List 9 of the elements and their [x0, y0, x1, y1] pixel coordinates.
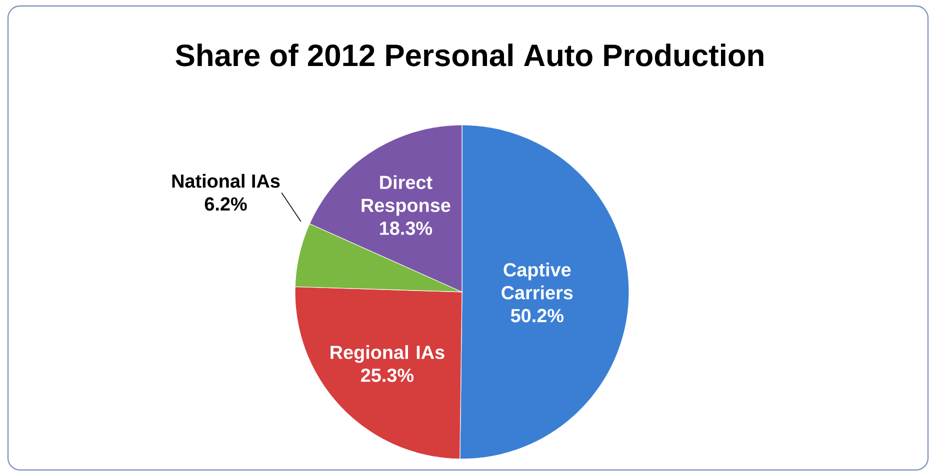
slice-label: Regional IAs	[330, 345, 444, 363]
data-label: 50.2%	[510, 308, 564, 322]
data-label: 25.3%	[361, 368, 414, 382]
slice-label: Direct Response	[362, 175, 450, 216]
chart-title: Share of 2012 Personal Auto Production	[176, 44, 764, 66]
slice-label: National IAs	[172, 174, 280, 188]
data-label: 6.2%	[204, 197, 247, 211]
data-label: 18.3%	[380, 222, 432, 235]
slice-label: Captive Carriers	[502, 262, 573, 300]
